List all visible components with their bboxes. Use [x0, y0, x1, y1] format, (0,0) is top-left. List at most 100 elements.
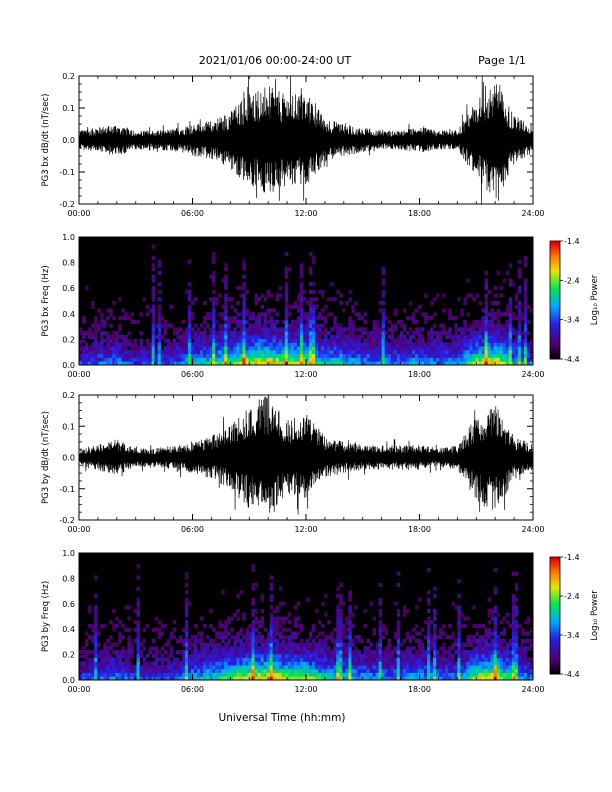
spectrogram-cell	[239, 631, 243, 636]
colorbar-segment	[550, 566, 560, 570]
spectrogram-cell	[209, 353, 213, 358]
spectrogram-cell	[309, 665, 313, 670]
spectrogram-cell	[260, 642, 265, 647]
spectrogram-cell	[206, 357, 210, 362]
spectrogram-cell	[387, 327, 392, 332]
spectrogram-cell	[514, 612, 519, 617]
spectrogram-cell	[463, 623, 467, 629]
spectrogram-cell	[490, 357, 495, 362]
spectrogram-cell	[433, 312, 437, 317]
spectrogram-cell	[184, 331, 189, 336]
spectrogram-cell	[408, 635, 413, 640]
spectrogram-cell	[360, 661, 364, 666]
spectrogram-cell	[160, 353, 165, 358]
spectrogram-cell	[336, 657, 340, 662]
x-tick-label: 24:00	[521, 370, 544, 379]
spectrogram-cell	[197, 661, 201, 666]
spectrogram-cell	[396, 582, 401, 588]
spectrogram-cell	[327, 312, 331, 317]
x-tick-label: 18:00	[408, 209, 431, 218]
spectrogram-cell	[502, 327, 507, 332]
spectrogram-cell	[88, 357, 92, 362]
spectrogram-cell	[272, 338, 277, 343]
spectrogram-cell	[517, 676, 522, 681]
spectrogram-cell	[242, 616, 246, 621]
spectrogram-cell	[351, 349, 355, 355]
spectrogram-cell	[514, 605, 519, 610]
y-axis-title: PG3 by dB/dt (nT/sec)	[41, 411, 51, 504]
spectrogram-cell	[324, 638, 328, 644]
spectrogram-cell	[221, 676, 225, 681]
spectrogram-cell	[481, 638, 485, 644]
spectrogram-cell	[127, 635, 131, 640]
spectrogram-cell	[212, 319, 216, 324]
spectrogram-cell	[493, 323, 498, 328]
spectrogram-cell	[248, 657, 252, 662]
spectrogram-cell	[224, 297, 228, 302]
spectrogram-cell	[91, 353, 95, 358]
spectrogram-cell	[511, 338, 516, 343]
spectrogram-cell	[275, 650, 280, 655]
spectrogram-cell	[517, 267, 522, 272]
spectrogram-cell	[490, 316, 495, 321]
spectrogram-cell	[324, 304, 328, 309]
spectrogram-cell	[118, 638, 122, 644]
spectrogram-cell	[324, 612, 328, 617]
spectrogram-cell	[236, 635, 240, 640]
spectrogram-cell	[484, 361, 488, 366]
spectrogram-cell	[206, 657, 210, 662]
spectrogram-cell	[312, 338, 316, 343]
spectrogram-cell	[321, 308, 325, 313]
spectrogram-cell	[299, 661, 304, 666]
spectrogram-cell	[203, 657, 207, 662]
spectrogram-cell	[242, 267, 246, 272]
spectrogram-cell	[351, 642, 355, 647]
spectrogram-cell	[405, 331, 410, 336]
colorbar-segment	[550, 660, 560, 663]
spectrogram-cell	[175, 672, 180, 677]
spectrogram-cell	[230, 304, 234, 309]
spectrogram-cell	[469, 353, 473, 358]
spectrogram-cell	[221, 623, 225, 629]
spectrogram-cell	[94, 627, 98, 632]
spectrogram-cell	[523, 638, 528, 644]
spectrogram-cell	[115, 665, 119, 670]
spectrogram-cell	[457, 346, 461, 351]
spectrogram-cell	[166, 361, 171, 366]
spectrogram-cell	[218, 650, 222, 655]
spectrogram-cell	[496, 327, 501, 332]
spectrogram-cell	[399, 361, 404, 366]
spectrogram-cell	[508, 308, 513, 313]
spectrogram-cell	[269, 349, 274, 355]
spectrogram-cell	[478, 327, 482, 332]
spectrogram-cell	[475, 319, 479, 324]
spectrogram-cell	[109, 668, 113, 673]
spectrogram-cell	[269, 357, 274, 362]
spectrogram-cell	[475, 657, 479, 662]
spectrogram-cell	[115, 616, 119, 621]
spectrogram-cell	[351, 650, 355, 655]
spectrogram-cell	[154, 668, 159, 673]
spectrogram-cell	[118, 665, 122, 670]
spectrogram-cell	[178, 672, 183, 677]
spectrogram-cell	[336, 338, 340, 343]
spectrogram-cell	[490, 665, 495, 670]
spectrogram-cell	[481, 623, 485, 629]
spectrogram-cell	[378, 338, 383, 343]
spectrogram-cell	[384, 657, 389, 662]
spectrogram-cell	[94, 346, 98, 351]
spectrogram-cell	[327, 672, 331, 677]
spectrogram-cell	[348, 668, 352, 673]
colorbar-segment	[550, 341, 560, 344]
spectrogram-cell	[378, 638, 383, 644]
spectrogram-cell	[436, 672, 440, 677]
spectrogram-cell	[194, 331, 198, 336]
spectrogram-cell	[218, 353, 222, 358]
spectrogram-cell	[266, 308, 271, 313]
spectrogram-cell	[293, 650, 298, 655]
spectrogram-cell	[520, 361, 525, 366]
spectrogram-cell	[351, 334, 355, 340]
spectrogram-cell	[424, 342, 428, 347]
spectrogram-cell	[414, 353, 419, 358]
x-tick-label: 24:00	[521, 685, 544, 694]
